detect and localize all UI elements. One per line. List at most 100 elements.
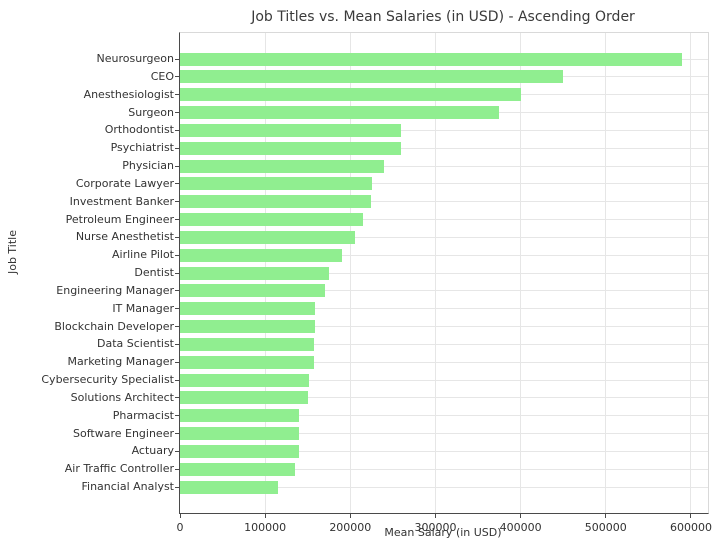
bar [180, 248, 342, 262]
bar [180, 70, 564, 84]
y-tick-mark [175, 326, 179, 327]
y-tick-label: Cybersecurity Specialist [41, 373, 174, 386]
y-tick-label: Dentist [134, 266, 174, 279]
x-tick-label: 400000 [499, 521, 542, 534]
y-tick-mark [175, 450, 179, 452]
y-gridline [180, 468, 708, 470]
y-gridline [180, 165, 708, 167]
bar [180, 284, 325, 298]
bar [180, 337, 314, 351]
y-tick-mark [175, 379, 179, 381]
y-gridline [180, 361, 708, 363]
y-gridline [180, 183, 708, 185]
x-tick-label: 0 [176, 521, 184, 534]
x-tick-label: 600000 [669, 521, 712, 534]
y-tick-label: Airline Pilot [112, 248, 174, 262]
y-tick-mark [175, 397, 179, 399]
bar [180, 88, 521, 102]
y-gridline [180, 415, 708, 417]
y-tick-mark [175, 76, 179, 78]
x-tick-label: 500000 [584, 521, 627, 534]
y-tick-label: Neurosurgeon [96, 52, 174, 65]
y-tick-mark [175, 129, 179, 131]
bar [180, 462, 295, 476]
y-gridline [180, 450, 708, 452]
y-tick-mark [175, 219, 179, 220]
y-gridline [180, 486, 708, 488]
bar [180, 355, 314, 369]
x-tick-label: 200000 [329, 521, 372, 534]
y-tick-mark [175, 236, 179, 238]
y-gridline [180, 147, 708, 149]
y-tick-label: Physician [122, 159, 174, 172]
y-tick-mark [175, 254, 179, 256]
chart-title: Job Titles vs. Mean Salaries (in USD) - … [251, 9, 635, 25]
y-gridline [180, 254, 708, 256]
bar [180, 123, 402, 137]
y-tick-label: Surgeon [128, 105, 174, 119]
y-tick-mark [175, 361, 179, 363]
y-tick-mark [175, 308, 179, 310]
y-tick-label: Petroleum Engineer [65, 212, 174, 226]
y-tick-label: CEO [150, 69, 174, 83]
y-tick-mark [175, 94, 179, 96]
y-axis-label: Job Title [6, 230, 19, 275]
y-tick-label: Engineering Manager [56, 283, 174, 297]
x-tick-mark [349, 514, 351, 518]
x-tick-mark [605, 514, 607, 518]
y-tick-label: Nurse Anesthetist [75, 230, 174, 244]
y-tick-mark [175, 433, 179, 434]
y-tick-label: Data Scientist [97, 337, 174, 351]
y-gridline [180, 326, 708, 327]
x-tick-mark [520, 514, 522, 518]
y-tick-label: Solutions Architect [70, 390, 174, 404]
bar [180, 195, 371, 209]
y-gridline [180, 201, 708, 203]
y-tick-label: Investment Banker [69, 194, 174, 208]
y-tick-mark [175, 468, 179, 470]
y-tick-label: Financial Analyst [81, 480, 174, 493]
y-tick-label: Psychiatrist [110, 141, 174, 155]
y-tick-label: Actuary [131, 444, 174, 458]
bar [180, 52, 683, 66]
y-tick-mark [175, 112, 179, 113]
y-tick-mark [175, 272, 179, 274]
bar [180, 266, 330, 280]
y-gridline [180, 129, 708, 131]
bar [180, 391, 308, 405]
y-gridline [180, 308, 708, 310]
y-tick-mark [175, 343, 179, 345]
y-tick-mark [175, 415, 179, 417]
y-gridline [180, 433, 708, 434]
bar [180, 444, 300, 458]
bar [180, 230, 355, 244]
y-tick-label: Corporate Lawyer [75, 176, 174, 190]
x-tick-mark [690, 514, 692, 518]
y-gridline [180, 397, 708, 399]
y-tick-label: Air Traffic Controller [64, 462, 174, 476]
y-tick-label: Pharmacist [112, 408, 174, 422]
y-tick-mark [175, 165, 179, 167]
y-tick-label: Blockchain Developer [54, 319, 174, 333]
bar [180, 409, 300, 423]
bar [180, 213, 364, 226]
y-gridline [180, 379, 708, 381]
y-tick-mark [175, 201, 179, 203]
y-gridline [180, 290, 708, 292]
bar [180, 106, 500, 119]
y-gridline [180, 219, 708, 220]
bar [180, 159, 385, 173]
plot-area: 0 100000 200000 300000 400000 500000 600000 Neu… [41, 32, 712, 534]
y-tick-mark [175, 486, 179, 488]
y-tick-label: IT Manager [112, 301, 174, 315]
y-gridline [180, 343, 708, 345]
x-tick-label: 100000 [244, 521, 287, 534]
x-tick-label: 300000 [414, 521, 457, 534]
bar [180, 320, 316, 333]
y-tick-mark [175, 183, 179, 185]
y-gridline [180, 236, 708, 238]
y-tick-label: Orthodontist [104, 123, 174, 137]
bar [180, 141, 401, 155]
x-tick-mark [179, 514, 181, 518]
